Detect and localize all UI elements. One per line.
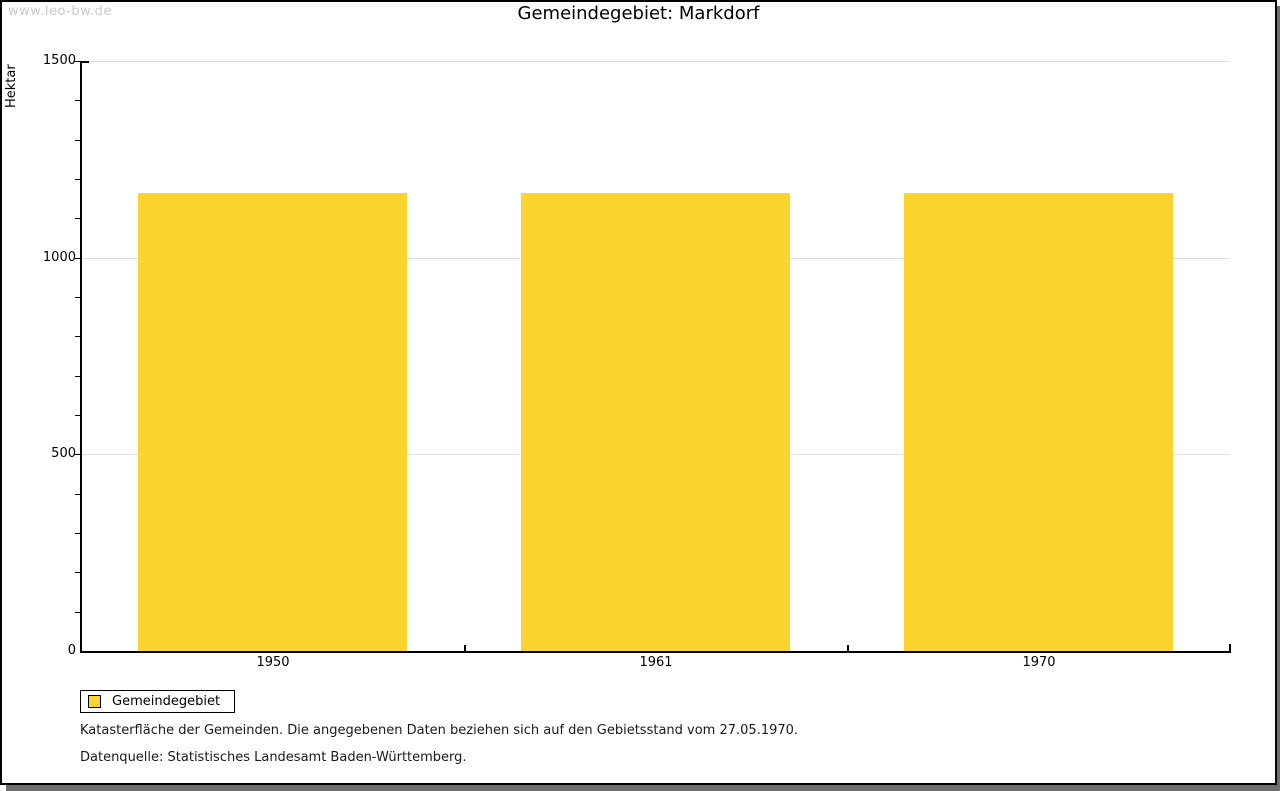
x-tick-label-1970: 1970: [1022, 655, 1056, 670]
y-tick-1000: [75, 258, 81, 259]
y-tick-600: [75, 415, 81, 416]
legend-label: Gemeindegebiet: [112, 694, 221, 709]
x-boundary-tick-2: [847, 645, 849, 652]
bar-1970: [904, 193, 1173, 651]
footer-note-source-description: Katasterfläche der Gemeinden. Die angege…: [80, 723, 799, 738]
window-frame-shadow-bottom: [6, 785, 1280, 791]
y-tick-label-0: 0: [67, 643, 76, 658]
footer-note-data-source: Datenquelle: Statistisches Landesamt Bad…: [80, 750, 467, 765]
y-tick-label-1000: 1000: [42, 250, 76, 265]
y-axis-line: [80, 61, 82, 653]
y-tick-700: [75, 376, 81, 377]
y-tick-800: [75, 336, 81, 337]
y-tick-1500: [75, 61, 81, 62]
y-tick-900: [75, 297, 81, 298]
bar-1961: [521, 193, 790, 651]
x-tick-label-1950: 1950: [256, 655, 290, 670]
y-tick-1300: [75, 140, 81, 141]
y-tick-300: [75, 533, 81, 534]
gridline-1500: [82, 61, 1230, 62]
y-tick-1200: [75, 179, 81, 180]
y-tick-100: [75, 612, 81, 613]
x-axis-end-cap: [1229, 644, 1231, 653]
window-frame-shadow-right: [1277, 6, 1280, 791]
y-tick-400: [75, 494, 81, 495]
y-tick-label-1500: 1500: [42, 53, 76, 68]
y-tick-1400: [75, 100, 81, 101]
y-tick-200: [75, 572, 81, 573]
y-tick-500: [75, 454, 81, 455]
x-tick-label-1961: 1961: [639, 655, 673, 670]
legend-swatch-gemeindegebiet: [88, 695, 101, 708]
x-boundary-tick-1: [464, 645, 466, 652]
y-axis-top-cap: [80, 61, 89, 63]
y-tick-label-500: 500: [51, 446, 76, 461]
x-axis-line: [80, 651, 1231, 653]
chart-title: Gemeindegebiet: Markdorf: [517, 3, 760, 24]
y-tick-1100: [75, 218, 81, 219]
bar-1950: [138, 193, 407, 651]
watermark-leo-bw: www.leo-bw.de: [8, 4, 112, 19]
legend: Gemeindegebiet: [80, 690, 236, 713]
